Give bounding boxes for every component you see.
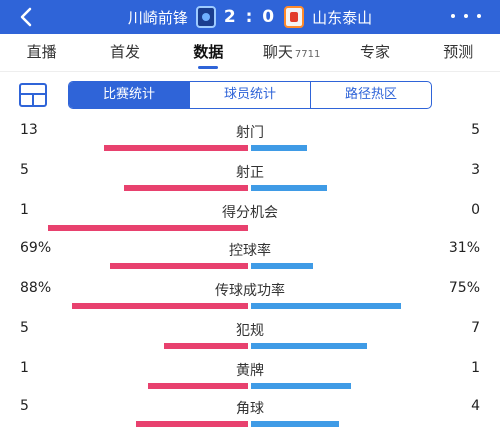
away-stat-value: 0 bbox=[471, 202, 480, 218]
tab-live[interactable]: 直播 bbox=[0, 34, 83, 71]
more-dot bbox=[463, 14, 468, 18]
home-stat-bar bbox=[136, 421, 248, 427]
layout-toggle-icon[interactable] bbox=[18, 82, 48, 108]
away-stat-value: 7 bbox=[471, 320, 480, 336]
home-stat-bar bbox=[110, 263, 248, 269]
home-stat-bar bbox=[72, 303, 248, 309]
home-stat-value: 1 bbox=[20, 360, 29, 376]
away-stat-bar bbox=[251, 343, 367, 349]
segment-heatmap[interactable]: 路径热区 bbox=[310, 82, 431, 108]
away-stat-value: 4 bbox=[471, 398, 480, 414]
stat-label: 传球成功率 bbox=[215, 283, 285, 299]
tab-label: 直播 bbox=[26, 43, 57, 61]
away-team-badge-icon bbox=[284, 6, 305, 28]
sub-toolbar: 比赛统计 球员统计 路径热区 bbox=[0, 72, 500, 118]
stat-label: 得分机会 bbox=[222, 205, 278, 221]
home-stat-value: 69% bbox=[20, 240, 52, 256]
away-stat-bar bbox=[251, 185, 327, 191]
match-stats-list: 13 射门 5 5 射正 3 1 得分机会 0 69% 控球率 31% 88% 传球成功率 75% 5 犯规 7 1… bbox=[0, 118, 500, 440]
away-stat-bar bbox=[251, 263, 313, 269]
tab-lineup[interactable]: 首发 bbox=[83, 34, 166, 71]
stat-row: 69% 控球率 31% bbox=[0, 236, 500, 276]
stat-row: 1 黄牌 1 bbox=[0, 356, 500, 396]
home-team-badge-icon bbox=[195, 6, 216, 28]
tab-label: 聊天 bbox=[262, 43, 293, 61]
stat-label: 黄牌 bbox=[236, 363, 264, 379]
away-stat-value: 31% bbox=[448, 240, 480, 256]
segment-match-stats[interactable]: 比赛统计 bbox=[69, 82, 189, 108]
stat-label: 角球 bbox=[236, 401, 264, 417]
away-team-name: 山东泰山 bbox=[312, 8, 373, 27]
away-stat-value: 3 bbox=[471, 162, 480, 178]
away-stat-bar bbox=[251, 421, 339, 427]
stat-row: 13 射门 5 bbox=[0, 118, 500, 158]
home-stat-value: 1 bbox=[20, 202, 29, 218]
away-stat-value: 1 bbox=[471, 360, 480, 376]
stat-row: 5 角球 4 bbox=[0, 394, 500, 434]
home-stat-bar bbox=[164, 343, 248, 349]
match-header: 川崎前锋 2 : 0 山东泰山 bbox=[0, 0, 500, 34]
home-stat-value: 5 bbox=[20, 320, 29, 336]
away-stat-bar bbox=[251, 145, 307, 151]
away-stat-value: 75% bbox=[448, 280, 480, 296]
home-stat-bar bbox=[48, 225, 248, 231]
tab-label: 预测 bbox=[443, 43, 474, 61]
more-options-icon[interactable] bbox=[446, 6, 486, 26]
tab-data[interactable]: 数据 bbox=[167, 34, 250, 71]
tab-experts[interactable]: 专家 bbox=[333, 34, 416, 71]
home-stat-value: 13 bbox=[20, 122, 38, 138]
back-arrow-icon[interactable] bbox=[14, 4, 40, 30]
home-stat-value: 5 bbox=[20, 398, 29, 414]
away-stat-bar bbox=[251, 383, 351, 389]
segment-player-stats[interactable]: 球员统计 bbox=[189, 82, 310, 108]
stat-row: 1 得分机会 0 bbox=[0, 198, 500, 238]
stats-segmented-control: 比赛统计 球员统计 路径热区 bbox=[68, 81, 432, 109]
more-dot bbox=[450, 14, 455, 18]
tab-prediction[interactable]: 预测 bbox=[417, 34, 500, 71]
more-dot bbox=[477, 14, 482, 18]
home-stat-value: 5 bbox=[20, 162, 29, 178]
home-stat-bar bbox=[124, 185, 248, 191]
match-title: 川崎前锋 2 : 0 山东泰山 bbox=[100, 0, 400, 34]
tab-chat[interactable]: 聊天 7711 bbox=[250, 34, 333, 71]
stat-label: 射正 bbox=[236, 165, 264, 181]
stat-label: 犯规 bbox=[236, 323, 264, 339]
home-stat-bar bbox=[148, 383, 248, 389]
tab-label: 首发 bbox=[109, 43, 140, 61]
stat-row: 5 犯规 7 bbox=[0, 316, 500, 356]
match-score: 2 : 0 bbox=[223, 7, 277, 27]
tab-label: 专家 bbox=[359, 43, 390, 61]
stat-row: 88% 传球成功率 75% bbox=[0, 276, 500, 316]
away-stat-value: 5 bbox=[471, 122, 480, 138]
chat-count-badge: 7711 bbox=[294, 49, 321, 60]
stat-label: 控球率 bbox=[229, 243, 271, 259]
stat-row: 5 射正 3 bbox=[0, 158, 500, 198]
home-stat-value: 88% bbox=[20, 280, 52, 296]
stat-label: 射门 bbox=[236, 125, 264, 141]
main-tabs: 直播 首发 数据 聊天 7711 专家 预测 bbox=[0, 34, 500, 72]
home-stat-bar bbox=[104, 145, 248, 151]
tab-label: 数据 bbox=[193, 43, 224, 61]
away-stat-bar bbox=[251, 303, 401, 309]
home-team-name: 川崎前锋 bbox=[127, 8, 188, 27]
